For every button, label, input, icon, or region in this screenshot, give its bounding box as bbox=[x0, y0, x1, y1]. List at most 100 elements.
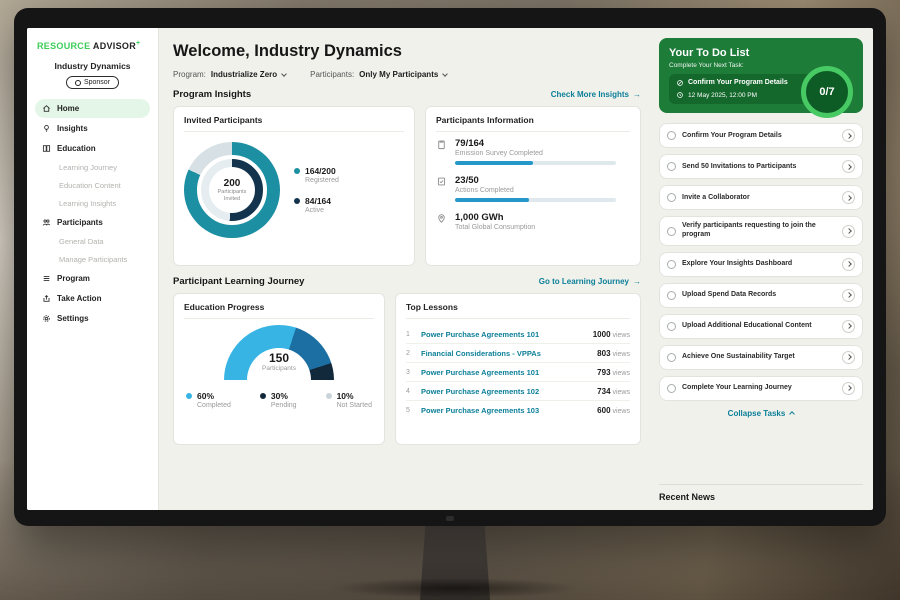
task-checkbox[interactable] bbox=[667, 131, 676, 141]
task-go-button[interactable] bbox=[842, 257, 855, 271]
task-go-button[interactable] bbox=[842, 129, 855, 143]
card-title: Participants Information bbox=[436, 115, 630, 132]
lesson-link[interactable]: Financial Considerations - VPPAs bbox=[421, 348, 541, 358]
sidebar-item-label: Home bbox=[57, 104, 80, 113]
legend-item-registered: 164/200 Registered bbox=[294, 166, 339, 184]
invited-donut-chart: 200 Participants Invited bbox=[184, 142, 280, 238]
lesson-link[interactable]: Power Purchase Agreements 103 bbox=[421, 405, 540, 415]
sidebar-nav: Home Insights Education Learning Journey bbox=[35, 99, 150, 328]
lesson-row: 2 Financial Considerations - VPPAs 803 v… bbox=[406, 344, 630, 363]
sidebar-item-settings[interactable]: Settings bbox=[35, 309, 150, 328]
next-task-time: 12 May 2025, 12:00 PM bbox=[688, 91, 758, 99]
task-checkbox[interactable] bbox=[667, 226, 676, 236]
legend-value: 164/200 bbox=[305, 166, 336, 176]
chevron-right-icon bbox=[845, 261, 852, 268]
chevron-up-icon bbox=[789, 411, 796, 418]
task-checkbox[interactable] bbox=[667, 259, 676, 269]
collapse-tasks-button[interactable]: Collapse Tasks bbox=[659, 409, 863, 418]
task-go-button[interactable] bbox=[842, 288, 855, 302]
participants-filter-label: Participants: bbox=[310, 70, 355, 79]
go-to-learning-journey-link[interactable]: Go to Learning Journey → bbox=[539, 277, 641, 286]
lesson-row: 4 Power Purchase Agreements 102 734 view… bbox=[406, 382, 630, 401]
actions-progress-bar bbox=[455, 198, 616, 202]
top-lessons-card: Top Lessons 1 Power Purchase Agreements … bbox=[395, 293, 641, 445]
task-label: Upload Additional Educational Content bbox=[682, 322, 812, 330]
section-title-program-insights: Program Insights bbox=[173, 89, 252, 100]
task-checkbox[interactable] bbox=[667, 321, 676, 331]
donut-center-label: Participants bbox=[217, 189, 247, 196]
task-go-button[interactable] bbox=[842, 160, 855, 174]
education-progress-card: Education Progress 150 Participants bbox=[173, 293, 385, 445]
chevron-right-icon bbox=[845, 323, 852, 330]
task-row-achieve-sustainability-target[interactable]: Achieve One Sustainability Target bbox=[659, 344, 863, 370]
task-row-verify-participants[interactable]: Verify participants requesting to join t… bbox=[659, 216, 863, 246]
gauge-center-label: Participants bbox=[262, 365, 296, 373]
task-go-button[interactable] bbox=[842, 319, 855, 333]
task-row-upload-educational-content[interactable]: Upload Additional Educational Content bbox=[659, 313, 863, 339]
gear-icon bbox=[43, 315, 50, 322]
legend-label: Active bbox=[305, 207, 325, 214]
lesson-rank: 5 bbox=[406, 406, 410, 414]
task-label: Complete Your Learning Journey bbox=[682, 384, 792, 392]
legend-value: 60% bbox=[197, 391, 215, 401]
donut-center-value: 200 bbox=[223, 177, 241, 189]
logo-resource: RESOURCE bbox=[37, 41, 91, 51]
legend-item-not-started: 10% Not Started bbox=[325, 391, 372, 409]
progress-fill bbox=[455, 198, 530, 202]
sidebar-subitem-label: Learning Journey bbox=[59, 163, 117, 172]
app-logo: RESOURCE ADVISOR+ bbox=[37, 40, 150, 51]
sponsor-badge-label: Sponsor bbox=[83, 79, 111, 86]
task-checkbox[interactable] bbox=[667, 290, 676, 300]
slash-circle-icon bbox=[677, 80, 683, 87]
donut-legend: 164/200 Registered 84/164 Active bbox=[294, 166, 339, 214]
sidebar-item-home[interactable]: Home bbox=[35, 99, 150, 118]
sidebar-item-label: Participants bbox=[57, 218, 103, 227]
next-task-box[interactable]: Confirm Your Program Details 12 May 2025… bbox=[669, 74, 815, 105]
sidebar-item-insights[interactable]: Insights bbox=[35, 119, 150, 138]
sidebar-item-program[interactable]: Program bbox=[35, 269, 150, 288]
task-row-upload-spend-data[interactable]: Upload Spend Data Records bbox=[659, 282, 863, 308]
lesson-link[interactable]: Power Purchase Agreements 101 bbox=[421, 367, 540, 377]
program-filter[interactable]: Program: Industrialize Zero bbox=[173, 70, 287, 79]
task-label: Upload Spend Data Records bbox=[682, 291, 777, 299]
task-checkbox[interactable] bbox=[667, 383, 676, 393]
sponsor-badge: Sponsor bbox=[65, 76, 120, 89]
sidebar-subitem-label: Manage Participants bbox=[59, 255, 128, 264]
sidebar-item-manage-participants[interactable]: Manage Participants bbox=[35, 251, 150, 268]
task-go-button[interactable] bbox=[842, 224, 855, 238]
lesson-link[interactable]: Power Purchase Agreements 101 bbox=[421, 329, 540, 339]
task-row-explore-insights[interactable]: Explore Your Insights Dashboard bbox=[659, 251, 863, 277]
legend-item-completed: 60% Completed bbox=[186, 391, 231, 409]
stat-global-consumption: 1,000 GWh Total Global Consumption bbox=[436, 212, 630, 235]
task-checkbox[interactable] bbox=[667, 162, 676, 172]
legend-dot bbox=[186, 393, 192, 399]
sidebar-item-general-data[interactable]: General Data bbox=[35, 233, 150, 250]
sidebar-item-take-action[interactable]: Take Action bbox=[35, 289, 150, 308]
task-checkbox[interactable] bbox=[667, 193, 676, 203]
task-go-button[interactable] bbox=[842, 350, 855, 364]
lesson-row: 5 Power Purchase Agreements 103 600 view… bbox=[406, 401, 630, 419]
task-go-button[interactable] bbox=[842, 381, 855, 395]
task-row-confirm-program[interactable]: Confirm Your Program Details bbox=[659, 123, 863, 149]
sidebar-item-learning-insights[interactable]: Learning Insights bbox=[35, 195, 150, 212]
lesson-views: 734 views bbox=[597, 386, 630, 396]
task-row-send-invitations[interactable]: Send 50 Invitations to Participants bbox=[659, 154, 863, 180]
legend-dot bbox=[294, 198, 300, 204]
lesson-link[interactable]: Power Purchase Agreements 102 bbox=[421, 386, 540, 396]
sidebar-item-learning-journey[interactable]: Learning Journey bbox=[35, 159, 150, 176]
participants-filter[interactable]: Participants: Only My Participants bbox=[310, 70, 449, 79]
power-led bbox=[446, 516, 454, 521]
check-more-insights-link[interactable]: Check More Insights → bbox=[551, 90, 641, 99]
sidebar-item-participants[interactable]: Participants bbox=[35, 213, 150, 232]
sidebar-item-education[interactable]: Education bbox=[35, 139, 150, 158]
task-checkbox[interactable] bbox=[667, 352, 676, 362]
task-row-complete-learning-journey[interactable]: Complete Your Learning Journey bbox=[659, 375, 863, 401]
sidebar-item-education-content[interactable]: Education Content bbox=[35, 177, 150, 194]
task-go-button[interactable] bbox=[842, 191, 855, 205]
donut-center-label: Invited bbox=[223, 195, 241, 202]
chevron-right-icon bbox=[845, 133, 852, 139]
logo-advisor: ADVISOR bbox=[92, 41, 136, 51]
task-row-invite-collaborator[interactable]: Invite a Collaborator bbox=[659, 185, 863, 211]
task-label: Confirm Your Program Details bbox=[682, 131, 782, 139]
